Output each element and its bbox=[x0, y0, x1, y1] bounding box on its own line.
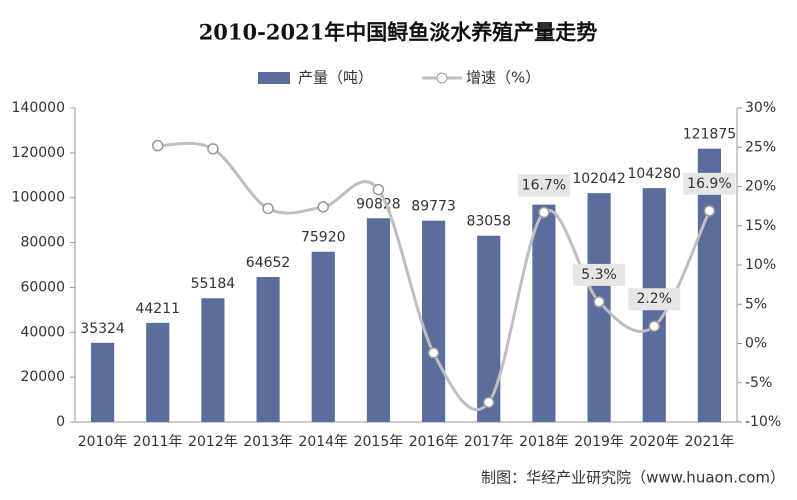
bar-value-label: 90828 bbox=[356, 196, 401, 212]
x-tick-label: 2017年 bbox=[464, 434, 514, 450]
bar-value-label: 75920 bbox=[301, 230, 346, 246]
x-tick-label: 2021年 bbox=[685, 434, 735, 450]
y-tick-label: 140000 bbox=[12, 100, 65, 116]
y-tick-label: 20000 bbox=[20, 369, 65, 385]
bar bbox=[421, 220, 446, 422]
source: 制图：华经产业研究院（www.huaon.com） bbox=[481, 469, 785, 487]
legend-label: 产量（吨） bbox=[298, 69, 373, 87]
growth-point bbox=[483, 396, 495, 409]
label-box bbox=[573, 263, 626, 286]
growth-point bbox=[427, 347, 440, 359]
bar-value-label: 55184 bbox=[191, 276, 236, 292]
y-tick-label: 60000 bbox=[20, 279, 65, 295]
bar bbox=[477, 235, 501, 422]
x-tick-label: 2012年 bbox=[188, 434, 238, 450]
growth-point bbox=[703, 205, 716, 217]
bar bbox=[256, 276, 280, 422]
x-tick-label: 2013年 bbox=[243, 434, 293, 450]
growth-value-label: 16.9% bbox=[687, 176, 731, 192]
bar-value-label: 104280 bbox=[628, 166, 681, 182]
x-tick-label: 2015年 bbox=[354, 434, 404, 450]
growth-point bbox=[207, 143, 219, 155]
growth-point bbox=[152, 139, 164, 152]
y-tick-label: 80000 bbox=[20, 235, 65, 251]
bar bbox=[146, 322, 170, 422]
bar bbox=[532, 204, 556, 422]
bar-value-label: 35324 bbox=[80, 321, 125, 337]
y2-tick-label: 5% bbox=[745, 296, 767, 312]
y2-tick-label: 30% bbox=[745, 100, 776, 116]
bar bbox=[90, 342, 115, 422]
growth-point bbox=[593, 296, 605, 308]
growth-value-label: 2.2% bbox=[636, 291, 672, 307]
y-tick-label: 40000 bbox=[20, 324, 65, 340]
bar bbox=[201, 298, 225, 422]
growth-point bbox=[262, 202, 274, 215]
x-tick-label: 2016年 bbox=[409, 434, 459, 450]
y2-tick-label: 0% bbox=[745, 336, 767, 352]
label-box bbox=[683, 172, 736, 195]
x-tick-label: 2011年 bbox=[133, 434, 183, 450]
chart-title: 2010-2021年中国鲟鱼淡水养殖产量走势 bbox=[199, 20, 598, 45]
x-tick-label: 2010年 bbox=[78, 434, 128, 450]
growth-point bbox=[538, 206, 550, 219]
x-tick-label: 2019年 bbox=[574, 434, 624, 450]
x-tick-label: 2018年 bbox=[519, 434, 569, 450]
legend-swatch bbox=[258, 72, 290, 84]
y2-tick-label: 25% bbox=[745, 139, 776, 155]
bar bbox=[311, 251, 335, 422]
bar-value-label: 83058 bbox=[466, 214, 511, 230]
label-box bbox=[517, 174, 570, 197]
growth-point bbox=[317, 201, 329, 213]
growth-value-label: 16.7% bbox=[522, 177, 566, 193]
y-tick-label: 100000 bbox=[12, 190, 65, 206]
growth-value-label: 5.3% bbox=[581, 267, 617, 283]
y2-tick-label: 15% bbox=[745, 218, 776, 234]
label-box bbox=[628, 288, 681, 311]
y-tick-label: 0 bbox=[56, 414, 65, 430]
y2-tick-label: -10% bbox=[745, 414, 781, 430]
y2-tick-label: -5% bbox=[745, 375, 772, 391]
bar bbox=[366, 218, 391, 422]
bar-value-label: 89773 bbox=[411, 199, 456, 215]
legend-label: 增速（%） bbox=[466, 69, 540, 87]
y-tick-label: 120000 bbox=[12, 145, 65, 161]
bar-value-label: 102042 bbox=[572, 171, 625, 187]
y2-tick-label: 20% bbox=[745, 179, 776, 195]
growth-point bbox=[648, 320, 660, 332]
y2-tick-label: 10% bbox=[745, 257, 776, 273]
growth-point bbox=[372, 183, 385, 196]
bar-value-label: 44211 bbox=[135, 301, 180, 317]
bar-value-label: 121875 bbox=[683, 127, 736, 143]
bar-value-label: 64652 bbox=[246, 255, 291, 271]
legend-swatch bbox=[436, 72, 448, 84]
x-tick-label: 2014年 bbox=[298, 434, 348, 450]
x-tick-label: 2020年 bbox=[629, 434, 679, 450]
bar bbox=[697, 148, 722, 422]
